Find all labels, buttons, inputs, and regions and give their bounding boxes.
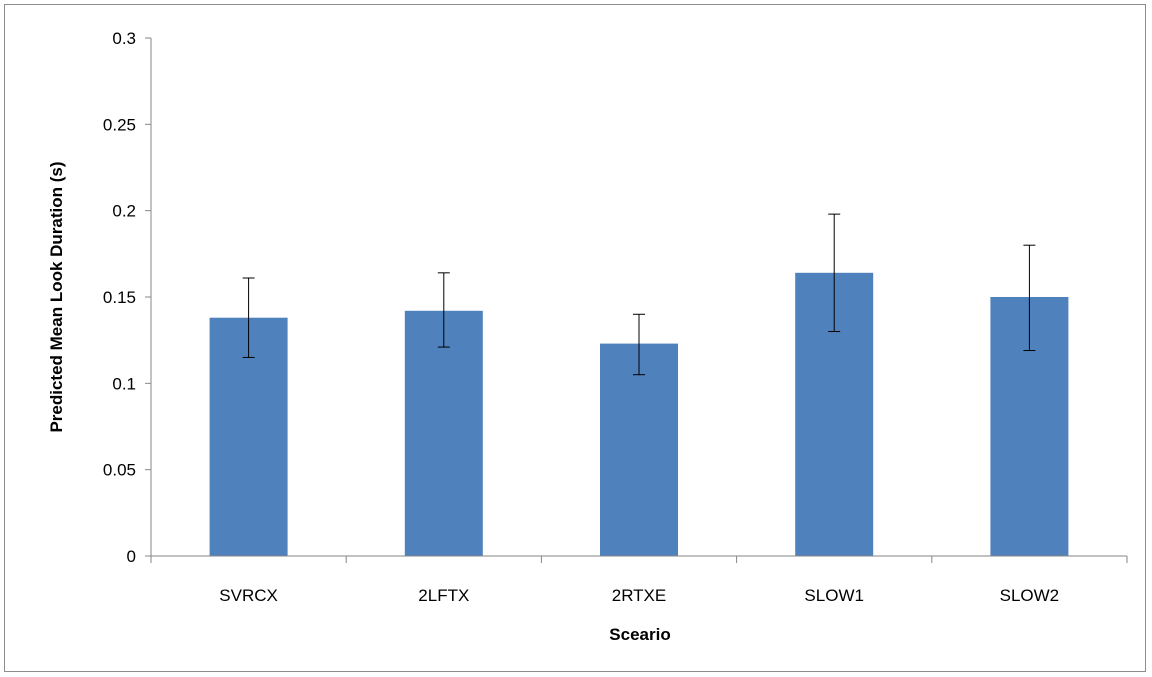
y-tick-label: 0 <box>127 547 136 566</box>
tick-labels-layer: SVRCX 2LFTX 2RTXE SLOW1 SLOW2 0 0.05 0.1 0.15 0.2… <box>103 29 1059 605</box>
y-tick-label: 0.1 <box>112 374 136 393</box>
x-tick-label-svrcx: SVRCX <box>219 586 278 605</box>
x-tick-label-2lftx: 2LFTX <box>418 586 469 605</box>
x-axis-title: Sceario <box>609 625 670 644</box>
bar-2rtxe <box>600 343 678 556</box>
y-tick-label: 0.05 <box>103 461 136 480</box>
error-bars-layer <box>242 213 1036 376</box>
x-tick-label-2rtxe: 2RTXE <box>612 586 667 605</box>
y-axis-title: Predicted Mean Look Duration (s) <box>47 161 66 432</box>
y-tick-label: 0.25 <box>103 115 136 134</box>
axes-layer <box>145 37 1128 563</box>
y-tick-label: 0.2 <box>112 202 136 221</box>
x-tick-label-slow1: SLOW1 <box>804 586 864 605</box>
y-tick-label: 0.3 <box>112 29 136 48</box>
chart-frame <box>4 4 1146 672</box>
x-tick-label-slow2: SLOW2 <box>1000 586 1060 605</box>
y-tick-label: 0.15 <box>103 288 136 307</box>
bar-2lftx <box>404 310 483 556</box>
